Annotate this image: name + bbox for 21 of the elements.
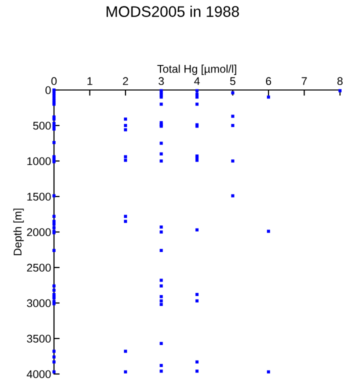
x-axis-title: Total Hg [µmol/l] xyxy=(157,64,236,76)
y-tick-label: 1000 xyxy=(27,157,51,166)
x-tick-label: 1 xyxy=(88,77,92,85)
x-tick-label: 7 xyxy=(302,77,307,85)
x-tick-label: 5 xyxy=(230,77,236,86)
chart-title: MODS2005 in 1988 xyxy=(106,6,239,17)
x-tick-label: 0 xyxy=(51,77,57,86)
y-tick-label: 3500 xyxy=(26,334,51,343)
y-axis-title: Depth [m] xyxy=(13,208,24,256)
x-tick-label: 3 xyxy=(158,77,164,86)
y-tick-label: 1500 xyxy=(27,192,51,201)
x-tick-label: 6 xyxy=(266,77,272,86)
y-tick-label: 3000 xyxy=(26,299,51,308)
y-tick-label: 2000 xyxy=(27,228,51,236)
x-tick-label: 2 xyxy=(122,77,128,85)
y-tick-label: 2500 xyxy=(27,264,51,272)
y-tick-label: 0 xyxy=(45,86,51,94)
y-tick-label: 4000 xyxy=(26,370,51,378)
y-tick-label: 500 xyxy=(33,122,51,130)
x-tick-label: 8 xyxy=(337,77,343,86)
x-tick-label: 4 xyxy=(194,77,200,85)
